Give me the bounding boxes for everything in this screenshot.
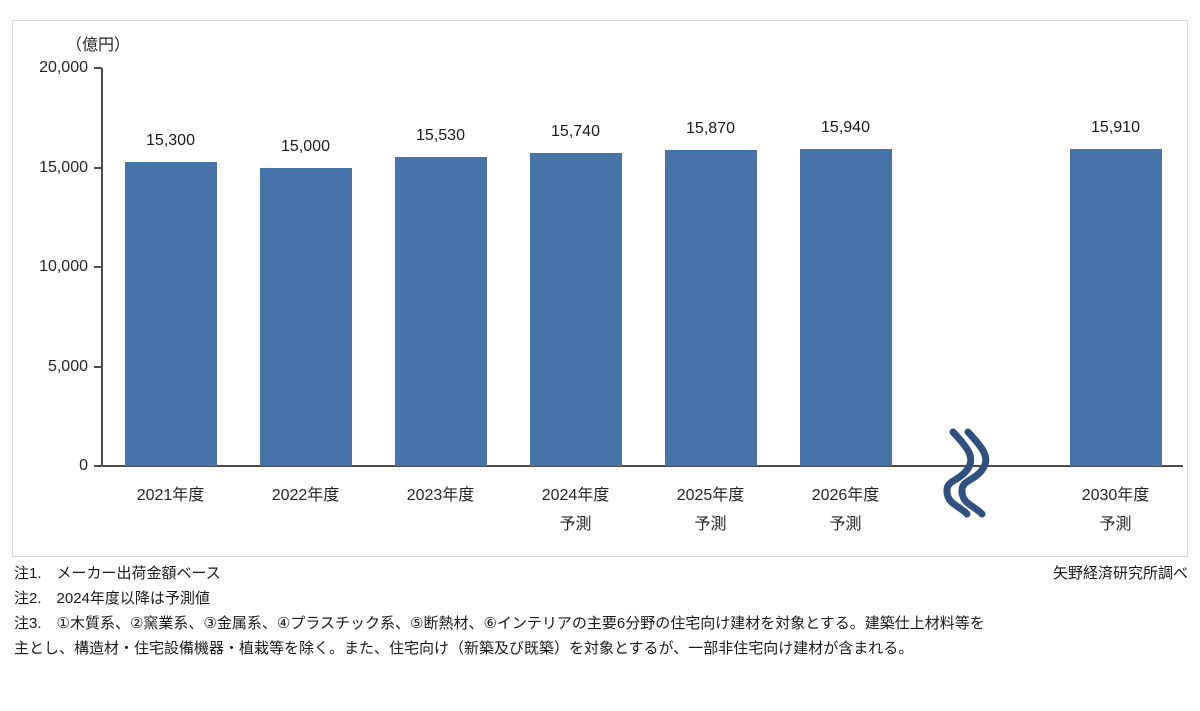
- bar-value-label: 15,530: [416, 126, 465, 144]
- y-tick-mark: [94, 166, 102, 169]
- bar: [259, 167, 352, 466]
- bar: [394, 156, 487, 466]
- x-axis-forecast-label: 予測: [559, 516, 592, 533]
- footnotes: 注1. メーカー出荷金額ベース 注2. 2024年度以降は予測値 注3. ①木質…: [14, 561, 1188, 661]
- x-axis-forecast-label: 予測: [829, 516, 862, 533]
- footnote-3-line-2: 主とし、構造材・住宅設備機器・植栽等を除く。また、住宅向け（新築及び既築）を対象…: [14, 640, 914, 657]
- x-axis-category-label: 2024年度: [541, 487, 610, 504]
- footnote-3-line-1: 注3. ①木質系、②窯業系、③金属系、④プラスチック系、⑤断熱材、⑥インテリアの…: [14, 615, 985, 632]
- y-tick-mark: [94, 465, 102, 467]
- bar-value-label: 15,870: [686, 120, 735, 138]
- bar-value-label: 15,910: [1091, 119, 1140, 137]
- x-axis-category-label: 2026年度: [811, 487, 880, 504]
- bar: [664, 150, 757, 466]
- footnote-2: 注2. 2024年度以降は予測値: [14, 590, 210, 607]
- y-axis-line: [101, 68, 103, 466]
- axis-break-icon: [943, 428, 990, 518]
- y-axis-unit-label: （億円）: [66, 37, 131, 54]
- x-axis-category-label: 2022年度: [271, 487, 340, 504]
- y-tick-label: 5,000: [47, 357, 88, 375]
- bar-value-label: 15,000: [281, 137, 330, 155]
- x-axis-category-label: 2030年度: [1081, 487, 1150, 504]
- footnote-1: 注1. メーカー出荷金額ベース: [14, 565, 221, 582]
- y-tick-label: 10,000: [39, 258, 88, 275]
- bar: [799, 148, 892, 466]
- y-tick-mark: [94, 67, 102, 69]
- x-axis-line: [101, 465, 1183, 467]
- y-tick-mark: [94, 365, 102, 368]
- x-axis-category-label: 2021年度: [136, 487, 205, 504]
- x-axis-forecast-label: 予測: [1099, 516, 1132, 533]
- bar-value-label: 15,940: [821, 118, 870, 136]
- bar: [124, 161, 217, 466]
- y-tick-label: 20,000: [39, 59, 88, 76]
- bar: [529, 152, 622, 466]
- y-tick-label: 15,000: [39, 158, 88, 176]
- bar-value-label: 15,300: [146, 131, 195, 149]
- x-axis-category-label: 2025年度: [676, 487, 745, 504]
- x-axis-category-label: 2023年度: [406, 487, 475, 504]
- y-tick-mark: [94, 266, 102, 268]
- source-credit: 矢野経済研究所調べ: [1052, 565, 1188, 582]
- x-axis-forecast-label: 予測: [694, 516, 727, 533]
- y-tick-label: 0: [79, 457, 88, 474]
- bar-value-label: 15,740: [551, 122, 600, 140]
- bar: [1069, 149, 1162, 466]
